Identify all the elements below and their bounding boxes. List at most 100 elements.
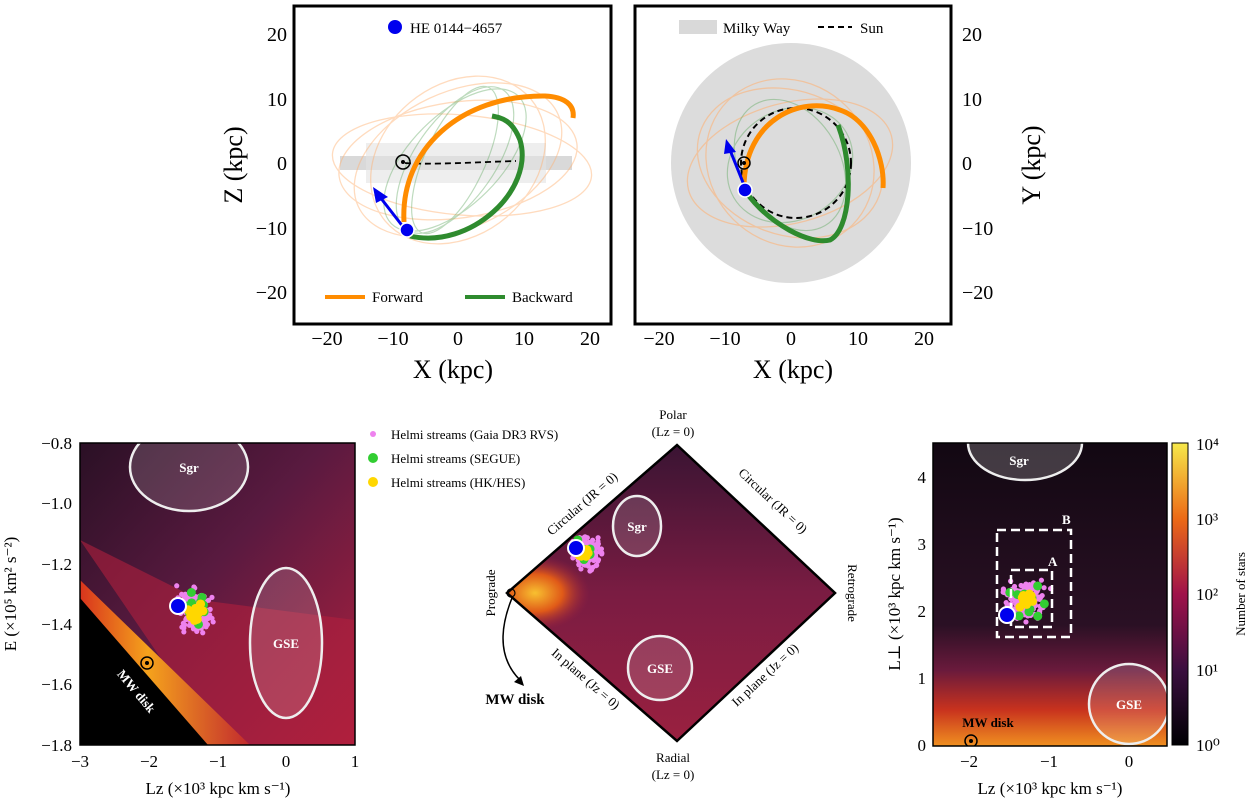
xtick: 0: [786, 328, 796, 350]
gaia-rvs-point: [582, 534, 588, 540]
ytick: 0: [277, 153, 287, 175]
box-a-label: A: [1048, 554, 1058, 569]
box-a: [1009, 568, 1054, 629]
density-background: [933, 443, 1167, 746]
he0144-star-marker: [567, 539, 585, 557]
density-mid: [80, 540, 355, 745]
legend-hkhes-swatch: [368, 477, 378, 487]
gaia-rvs-point: [1038, 577, 1045, 583]
ytick: −1.0: [41, 494, 72, 513]
e-lz-xticks: −3 −2 −1 0 1: [71, 752, 359, 771]
sun-marker: [395, 154, 411, 170]
gaia-rvs-point: [179, 591, 185, 597]
sgr-label: Sgr: [179, 460, 199, 475]
colorbar-label: Number of stars: [1233, 552, 1248, 636]
gaia-rvs-point: [1011, 583, 1018, 590]
box-b: [995, 528, 1073, 639]
forward-orbit: [741, 103, 886, 189]
lperp-lz-xticks: −2 −1 0: [960, 752, 1133, 771]
segue-point: [1014, 611, 1024, 621]
forward-orbit-history: [331, 75, 593, 245]
forward-orbit: [401, 93, 576, 223]
orbit-xy-xticks: −20 −10 0 10 20: [643, 328, 934, 350]
legend-backward-label: Backward: [512, 290, 573, 306]
gaia-rvs-point: [1003, 599, 1009, 606]
sgr-label: Sgr: [1009, 453, 1029, 468]
orbit-xz-xlabel: X (kpc): [413, 355, 493, 384]
ytick: 3: [918, 535, 927, 554]
e-lz-ylabel: E (×10⁵ km² s⁻²): [1, 537, 20, 651]
gaia-rvs-point: [1023, 619, 1029, 625]
gse-ellipse: [248, 566, 324, 720]
xtick: 0: [282, 752, 291, 771]
legend-segue-label: Helmi streams (SEGUE): [391, 451, 520, 466]
colorbar-tick: 10²: [1196, 585, 1218, 604]
xtick: −2: [140, 752, 158, 771]
ytick: 20: [267, 24, 287, 46]
gaia-rvs-point: [586, 539, 592, 545]
segue-point: [1033, 611, 1043, 621]
xtick: −10: [709, 328, 740, 350]
orbit-xz-frame: [292, 4, 613, 326]
ytick: 4: [918, 468, 927, 487]
ytick: −10: [256, 218, 287, 240]
ytick: 0: [962, 153, 972, 175]
e-lz-xlabel: Lz (×10³ kpc km s⁻¹): [146, 779, 291, 798]
orbit-xz-panel: HE 0144−4657 Forward Backward −20 −10 0 …: [219, 4, 613, 384]
velocity-arrow: [378, 196, 406, 229]
gaia-rvs-point: [598, 546, 605, 552]
lperp-lz-ylabel: L⊥ (×10³ kpc km s⁻¹): [885, 517, 904, 670]
xtick: −1: [1040, 752, 1058, 771]
xtick: −10: [377, 328, 408, 350]
legend-star-icon: [388, 20, 402, 34]
lperp-lz-xlabel: Lz (×10³ kpc km s⁻¹): [978, 779, 1123, 798]
backward-orbit: [743, 124, 851, 244]
xtick: −3: [71, 752, 89, 771]
polar-label: Polar: [659, 407, 687, 422]
gse-label: GSE: [647, 661, 673, 676]
he0144-star-marker: [998, 606, 1016, 624]
orbit-xz-ylabel: Z (kpc): [219, 126, 248, 203]
xtick: −1: [209, 752, 227, 771]
legend-milky-way-swatch: [679, 20, 717, 34]
xtick: 20: [580, 328, 600, 350]
ytick: −1.2: [41, 555, 72, 574]
gse-circle: [1087, 662, 1167, 746]
diamond-frame: [505, 443, 837, 743]
e-lz-yticks: −0.8 −1.0 −1.2 −1.4 −1.6 −1.8: [41, 434, 72, 755]
gaia-rvs-point: [599, 550, 605, 556]
gaia-rvs-point: [1021, 583, 1027, 589]
xtick: 10: [514, 328, 534, 350]
gaia-rvs-point: [595, 535, 601, 541]
he0144-star-marker: [169, 597, 187, 615]
gaia-rvs-point: [186, 622, 193, 628]
helmi-streams-scatter: [173, 583, 216, 636]
velocity-arrowhead: [724, 139, 736, 154]
legend-gaia-swatch: [370, 431, 376, 437]
gse-circle: [626, 634, 694, 702]
ytick: −1.6: [41, 675, 72, 694]
gaia-rvs-point: [585, 563, 591, 569]
radial-label: Radial: [656, 750, 690, 765]
sun-marker: [506, 588, 516, 598]
xtick: −2: [960, 752, 978, 771]
colorbar: [1171, 442, 1189, 746]
colorbar-tick: 10⁰: [1196, 736, 1220, 755]
colorbar-tick: 10³: [1196, 510, 1218, 529]
box-b-label: B: [1062, 512, 1071, 527]
helmi-streams-scatter: [1000, 577, 1054, 625]
gaia-rvs-point: [181, 629, 187, 635]
sgr-ellipse: [966, 443, 1084, 482]
gaia-rvs-point: [1000, 589, 1006, 595]
orbit-xy-xlabel: X (kpc): [753, 355, 833, 384]
gaia-rvs-point: [207, 612, 213, 618]
e-lz-panel: Sgr GSE MW disk −3 −2 −1 0 1 −0.8 −1.0 −…: [1, 434, 359, 798]
retrograde-label: Retrograde: [845, 564, 860, 622]
mw-disk-label: MW disk: [485, 692, 545, 708]
sun-marker: [964, 734, 978, 746]
prograde-label: Prograde: [483, 569, 498, 616]
legend-gaia-label: Helmi streams (Gaia DR3 RVS): [391, 427, 558, 442]
gaia-rvs-point: [174, 583, 180, 589]
xtick: 1: [351, 752, 360, 771]
colorbar-ticks: 10⁰ 10¹ 10² 10³ 10⁴: [1196, 435, 1220, 755]
